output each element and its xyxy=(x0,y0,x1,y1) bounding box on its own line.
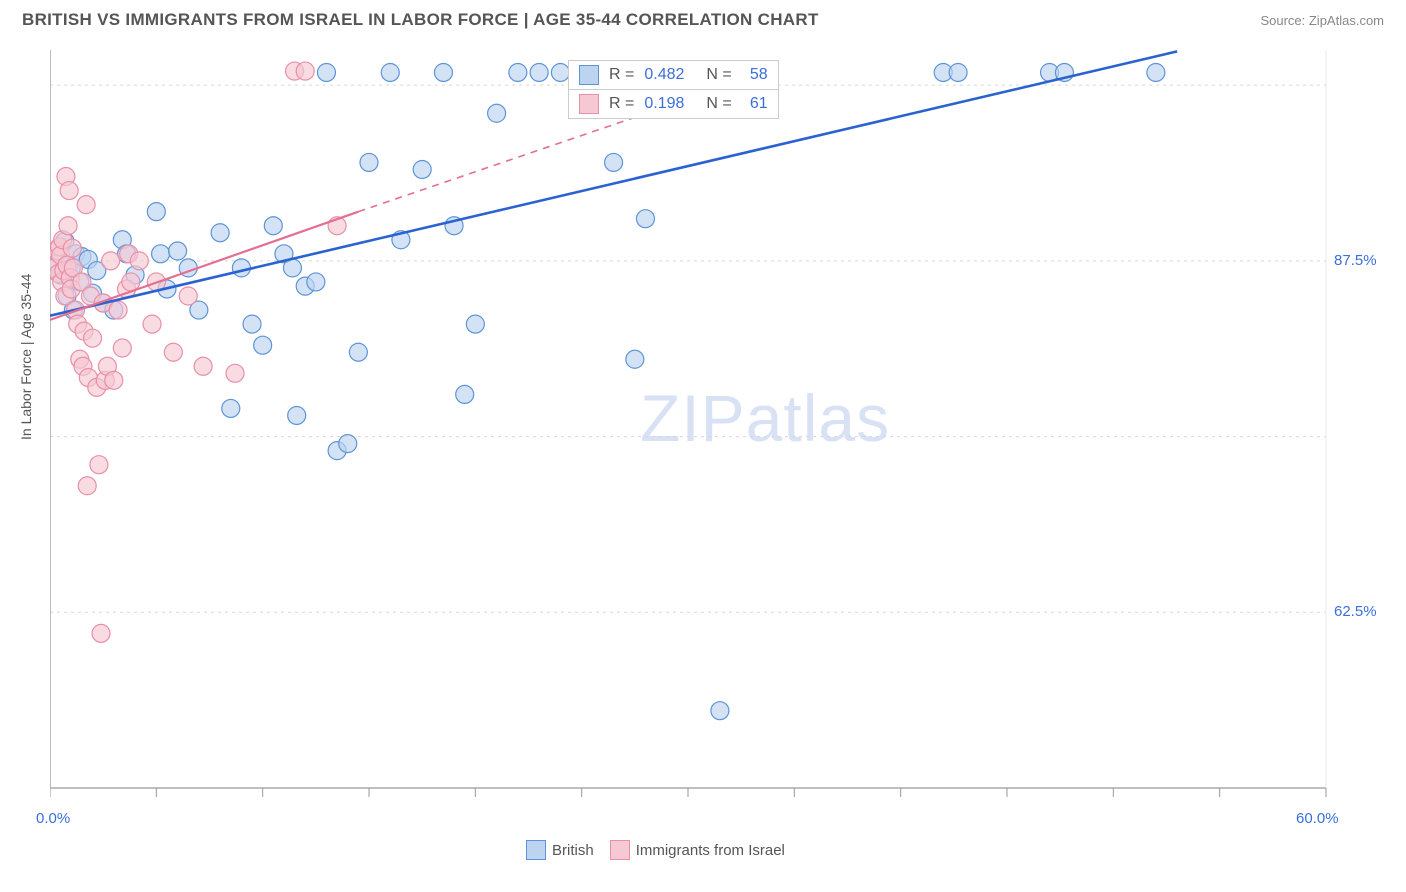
header-row: BRITISH VS IMMIGRANTS FROM ISRAEL IN LAB… xyxy=(0,0,1406,30)
chart-area: ZIPatlas R =0.482N =58R =0.198N =61 62.5… xyxy=(50,50,1370,810)
n-label: N = xyxy=(706,95,731,113)
stats-row-israel: R = 0.198 N = 61 xyxy=(568,90,779,119)
stats-box: R = 0.482 N = 58 R = 0.198 N = 61 xyxy=(568,60,779,119)
y-tick-label: 62.5% xyxy=(1334,603,1377,620)
y-axis-label: In Labor Force | Age 35-44 xyxy=(18,274,34,440)
source-label: Source: ZipAtlas.com xyxy=(1260,13,1384,28)
swatch-israel xyxy=(579,94,599,114)
y-tick-label: 87.5% xyxy=(1334,252,1377,269)
n-label: N = xyxy=(706,66,731,84)
legend-item-british: British xyxy=(526,840,594,860)
n-value: 61 xyxy=(742,95,768,113)
swatch-israel xyxy=(610,840,630,860)
r-value: 0.198 xyxy=(644,95,696,113)
stats-row-british: R = 0.482 N = 58 xyxy=(568,60,779,90)
swatch-british xyxy=(526,840,546,860)
swatch-british xyxy=(579,65,599,85)
chart-title: BRITISH VS IMMIGRANTS FROM ISRAEL IN LAB… xyxy=(22,10,819,30)
x-tick-label: 0.0% xyxy=(36,810,70,827)
x-tick-label: 60.0% xyxy=(1296,810,1339,827)
legend-label: Immigrants from Israel xyxy=(636,842,785,859)
n-value: 58 xyxy=(742,66,768,84)
legend: British Immigrants from Israel xyxy=(526,840,785,860)
legend-item-israel: Immigrants from Israel xyxy=(610,840,785,860)
r-label: R = xyxy=(609,66,634,84)
r-value: 0.482 xyxy=(644,66,696,84)
r-label: R = xyxy=(609,95,634,113)
scatter-plot xyxy=(50,50,1370,810)
legend-label: British xyxy=(552,842,594,859)
